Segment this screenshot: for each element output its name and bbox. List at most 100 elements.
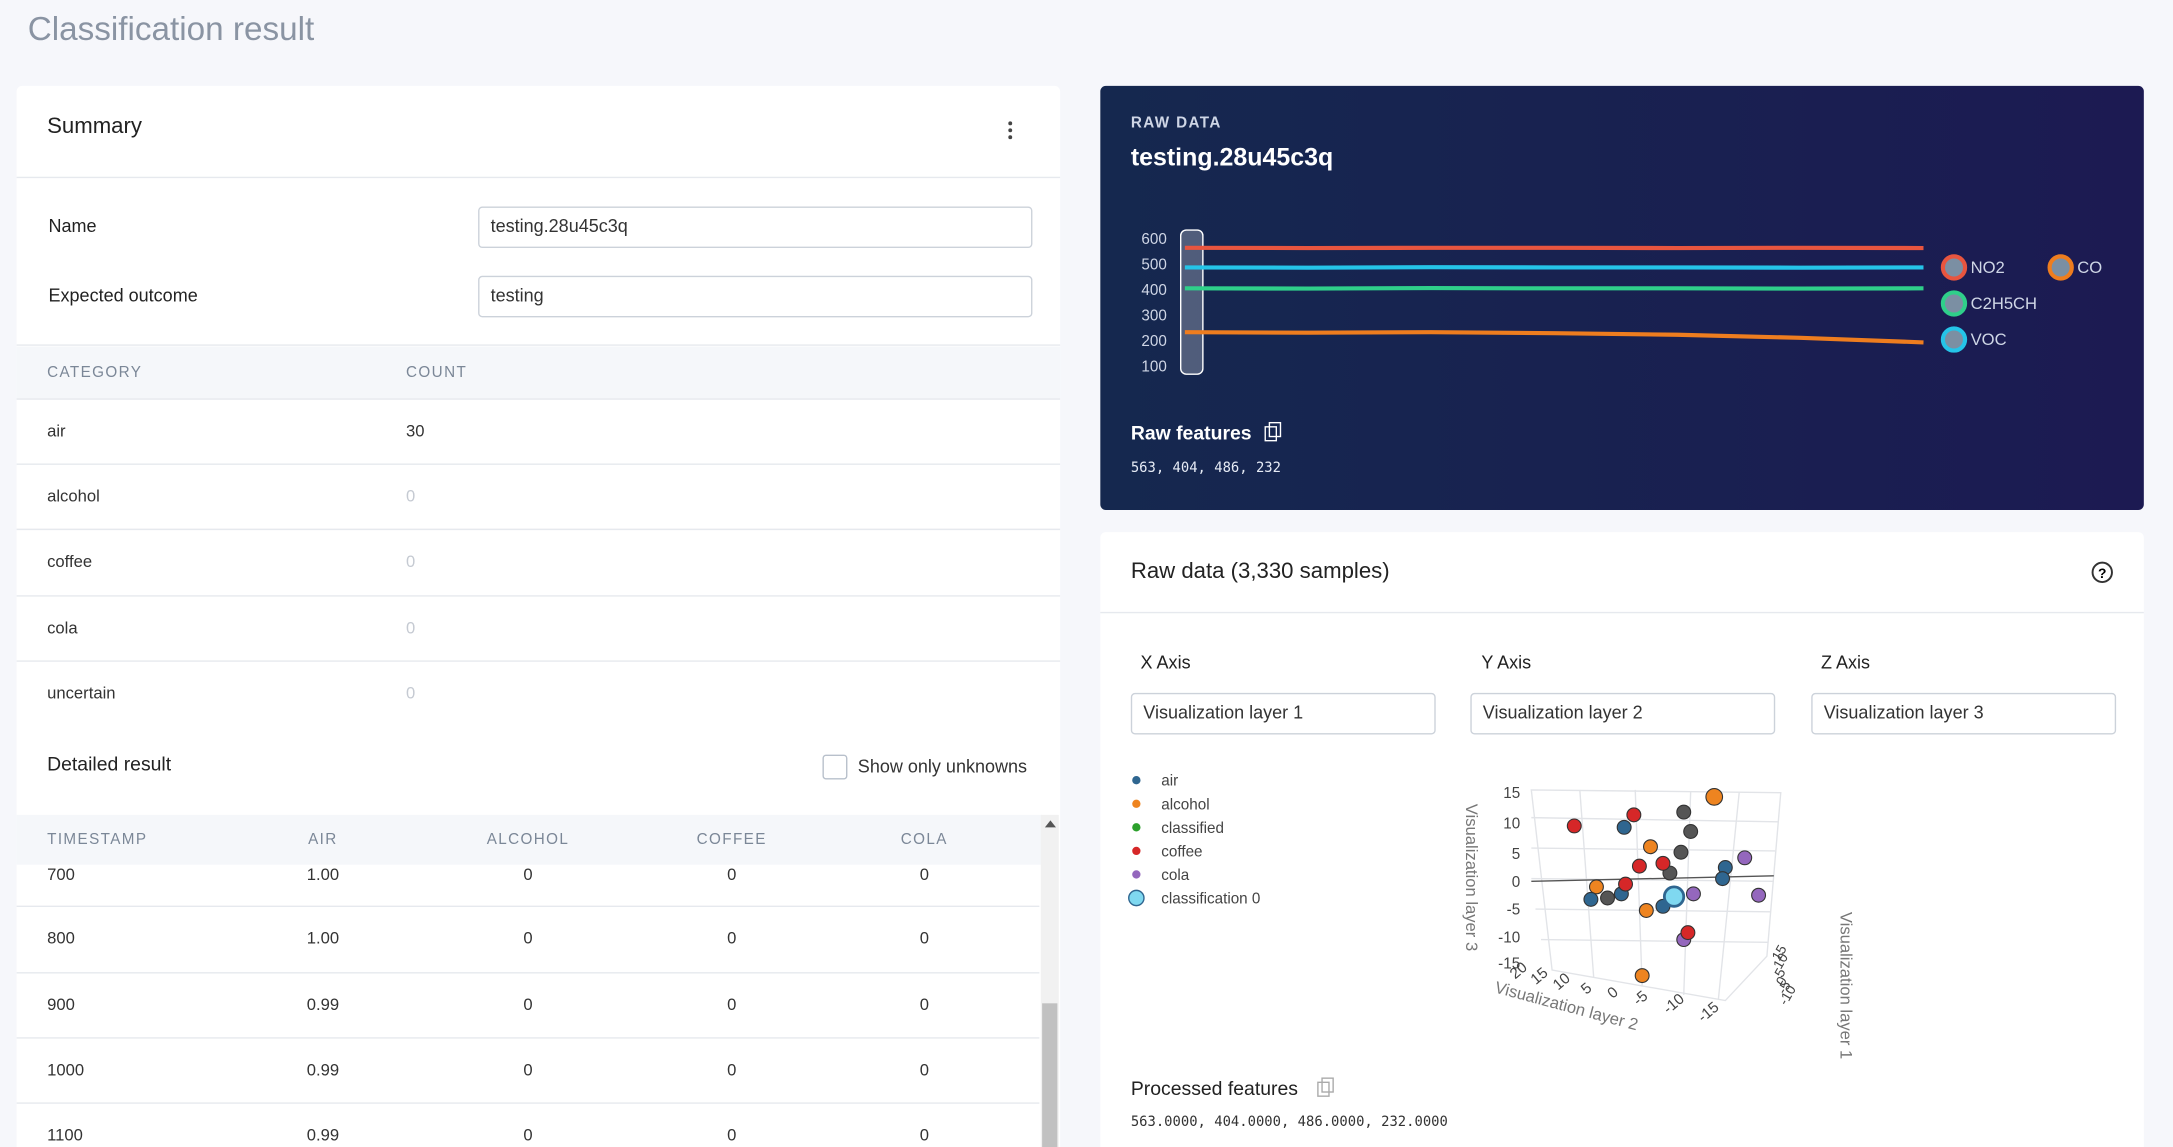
cell: 0	[919, 1060, 929, 1080]
table-header-band	[16, 814, 1043, 865]
cell: 0	[727, 928, 737, 948]
cell: 0	[919, 1125, 929, 1145]
y-tick-label: 500	[1141, 256, 1166, 273]
select[interactable]	[1130, 692, 1436, 735]
section-title: Detailed result	[47, 752, 172, 775]
legend-marker	[1940, 326, 1968, 353]
tick-label: -10	[1498, 929, 1520, 946]
count: 0	[406, 683, 416, 703]
tick-label: -5	[1630, 988, 1651, 1010]
series-line	[1184, 286, 1924, 291]
legend-marker	[1132, 823, 1141, 832]
column-header: ALCOHOL	[486, 831, 570, 849]
legend-label: alcohol	[1161, 796, 1209, 813]
axis-select-label: Z Axis	[1820, 652, 1871, 673]
y-tick-label: 400	[1141, 282, 1166, 299]
features: 563.0000, 404.0000, 486.0000, 232.0000	[1130, 1114, 1448, 1131]
tick-label: -15	[1498, 956, 1520, 973]
scroll-arrow[interactable]	[1044, 820, 1056, 828]
legend-label: cola	[1161, 867, 1189, 884]
legend-label: NO2	[1971, 258, 2005, 277]
select[interactable]	[1470, 692, 1776, 735]
count: 0	[406, 551, 416, 571]
series-line	[1184, 265, 1924, 270]
field-value: testing.28u45c3q	[490, 215, 628, 237]
cell: 0.99	[306, 995, 340, 1015]
cell: 0	[523, 928, 533, 948]
category: air	[47, 421, 66, 441]
cell: 1.00	[306, 864, 340, 885]
scroll-thumb[interactable]	[1042, 1003, 1058, 1147]
cell: 0	[523, 1060, 533, 1080]
axis-select-label: X Axis	[1140, 652, 1191, 673]
tick-label: 15	[1528, 964, 1552, 988]
series-line	[1184, 330, 1924, 345]
help-icon[interactable]	[2091, 561, 2113, 584]
tick-label: 20	[1507, 959, 1531, 983]
cell: 0	[727, 864, 737, 885]
cell: 0	[523, 995, 533, 1015]
axis-title: Visualization layer 1	[1836, 912, 1855, 1059]
count: 30	[406, 421, 425, 441]
cell: 0	[727, 995, 737, 1015]
cell: 0	[523, 1125, 533, 1145]
column-header: COLA	[900, 831, 948, 849]
summary-card	[16, 85, 1061, 1147]
count: 0	[406, 486, 416, 506]
legend-marker	[1132, 846, 1141, 856]
legend-label: classification 0	[1161, 891, 1260, 908]
y-tick-label: 600	[1141, 231, 1166, 248]
cell: 0	[919, 995, 929, 1015]
features-label: Processed features	[1130, 1076, 1298, 1099]
cell: 700	[47, 864, 75, 885]
column-header: COFFEE	[696, 831, 767, 849]
select[interactable]	[1811, 692, 2117, 735]
checkbox[interactable]	[822, 754, 848, 780]
card-title: Raw data (3,330 samples)	[1130, 559, 1390, 584]
cell: 1.00	[306, 928, 340, 948]
column-header: TIMESTAMP	[47, 831, 148, 849]
category: uncertain	[47, 683, 116, 703]
copy-icon[interactable]	[1268, 421, 1282, 438]
cell: 0	[727, 1060, 737, 1080]
text-input[interactable]	[478, 275, 1033, 318]
legend-marker	[2047, 254, 2074, 281]
tick-label: 10	[1550, 970, 1574, 994]
legend-marker	[1132, 799, 1141, 808]
menu-icon[interactable]	[1008, 121, 1013, 126]
tick-label: 10	[1503, 816, 1520, 833]
cell: 800	[47, 928, 75, 948]
copy-icon[interactable]	[1321, 1077, 1334, 1093]
legend-label: C2H5CH	[1971, 294, 2037, 313]
cell: 0.99	[306, 1125, 340, 1145]
sample-name: testing.28u45c3q	[1130, 143, 1334, 172]
count: 0	[406, 618, 416, 638]
copy-icon[interactable]	[1264, 426, 1278, 442]
cell: 0	[919, 864, 929, 885]
page-title: Classification result	[27, 11, 315, 49]
category: alcohol	[47, 486, 100, 506]
range-slider[interactable]	[1180, 229, 1204, 375]
copy-icon[interactable]	[1317, 1081, 1330, 1097]
help-icon[interactable]: ?	[2098, 565, 2106, 581]
tick-label: 5	[1578, 980, 1595, 998]
card-title: Summary	[47, 115, 142, 139]
legend-marker	[1132, 776, 1141, 785]
column-header: COUNT	[406, 364, 468, 382]
tick-label: 5	[1512, 846, 1520, 863]
y-tick-label: 300	[1141, 307, 1166, 324]
menu-icon[interactable]	[1008, 135, 1013, 140]
axis-select-value: Visualization layer 2	[1482, 701, 1643, 723]
raw-data-card	[1100, 85, 2144, 510]
explorer-card	[1100, 532, 2144, 1147]
legend-label: VOC	[1971, 330, 2007, 349]
legend-marker	[1940, 290, 1968, 317]
text-input[interactable]	[478, 206, 1033, 249]
menu-icon[interactable]	[1008, 128, 1013, 133]
legend-label: coffee	[1161, 843, 1202, 860]
features-label: Raw features	[1130, 421, 1252, 444]
field-value: testing	[490, 284, 544, 306]
